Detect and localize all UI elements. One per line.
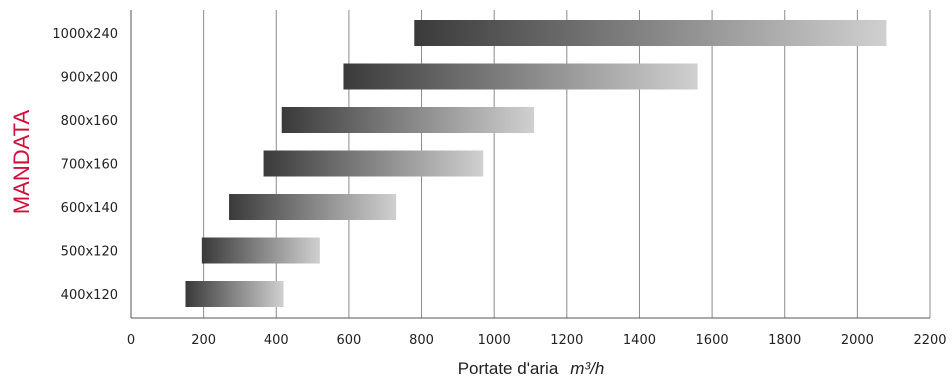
bar-500x120 xyxy=(201,237,320,264)
x-tick-label: 1400 xyxy=(623,333,656,348)
x-tick-label: 200 xyxy=(191,333,216,348)
y-axis-title: MANDATA xyxy=(9,110,34,215)
x-tick-label: 0 xyxy=(127,333,135,348)
category-label: 600x140 xyxy=(61,201,118,216)
category-label: 1000x240 xyxy=(52,27,118,42)
bar-700x160 xyxy=(263,150,484,177)
x-tick-label: 1200 xyxy=(550,333,583,348)
axes xyxy=(130,10,930,319)
category-label: 700x160 xyxy=(61,158,118,173)
bars xyxy=(185,20,887,307)
x-axis-unit: m³/h xyxy=(570,359,604,378)
category-label: 400x120 xyxy=(61,288,118,303)
bar-1000x240 xyxy=(414,20,887,46)
x-tick-label: 1600 xyxy=(696,333,729,348)
bar-600x140 xyxy=(229,194,397,220)
bar-800x160 xyxy=(281,107,535,133)
x-tick-label: 1000 xyxy=(478,333,511,348)
x-tick-label: 1800 xyxy=(768,333,801,348)
x-tick-label: 400 xyxy=(264,333,289,348)
x-tick-label: 800 xyxy=(409,333,434,348)
category-label: 800x160 xyxy=(61,114,118,129)
x-tick-label: 2000 xyxy=(841,333,874,348)
x-tick-label: 600 xyxy=(336,333,361,348)
x-tick-label: 2200 xyxy=(913,333,946,348)
category-label: 900x200 xyxy=(61,71,118,86)
bar-400x120 xyxy=(185,281,284,307)
x-axis-title-text: Portate d'aria xyxy=(458,359,559,378)
x-tick-labels: 0 200 400 600 800 1000 1200 1400 1600 1800 2000 220… xyxy=(127,333,947,348)
bar-900x200 xyxy=(343,63,698,90)
category-label: 500x120 xyxy=(61,245,118,260)
grid-lines xyxy=(203,10,931,318)
category-labels: 400x120 500x120 600x140 700x160 800x160 900x2… xyxy=(52,27,118,303)
x-axis-title: Portate d'aria m³/h xyxy=(458,359,605,378)
